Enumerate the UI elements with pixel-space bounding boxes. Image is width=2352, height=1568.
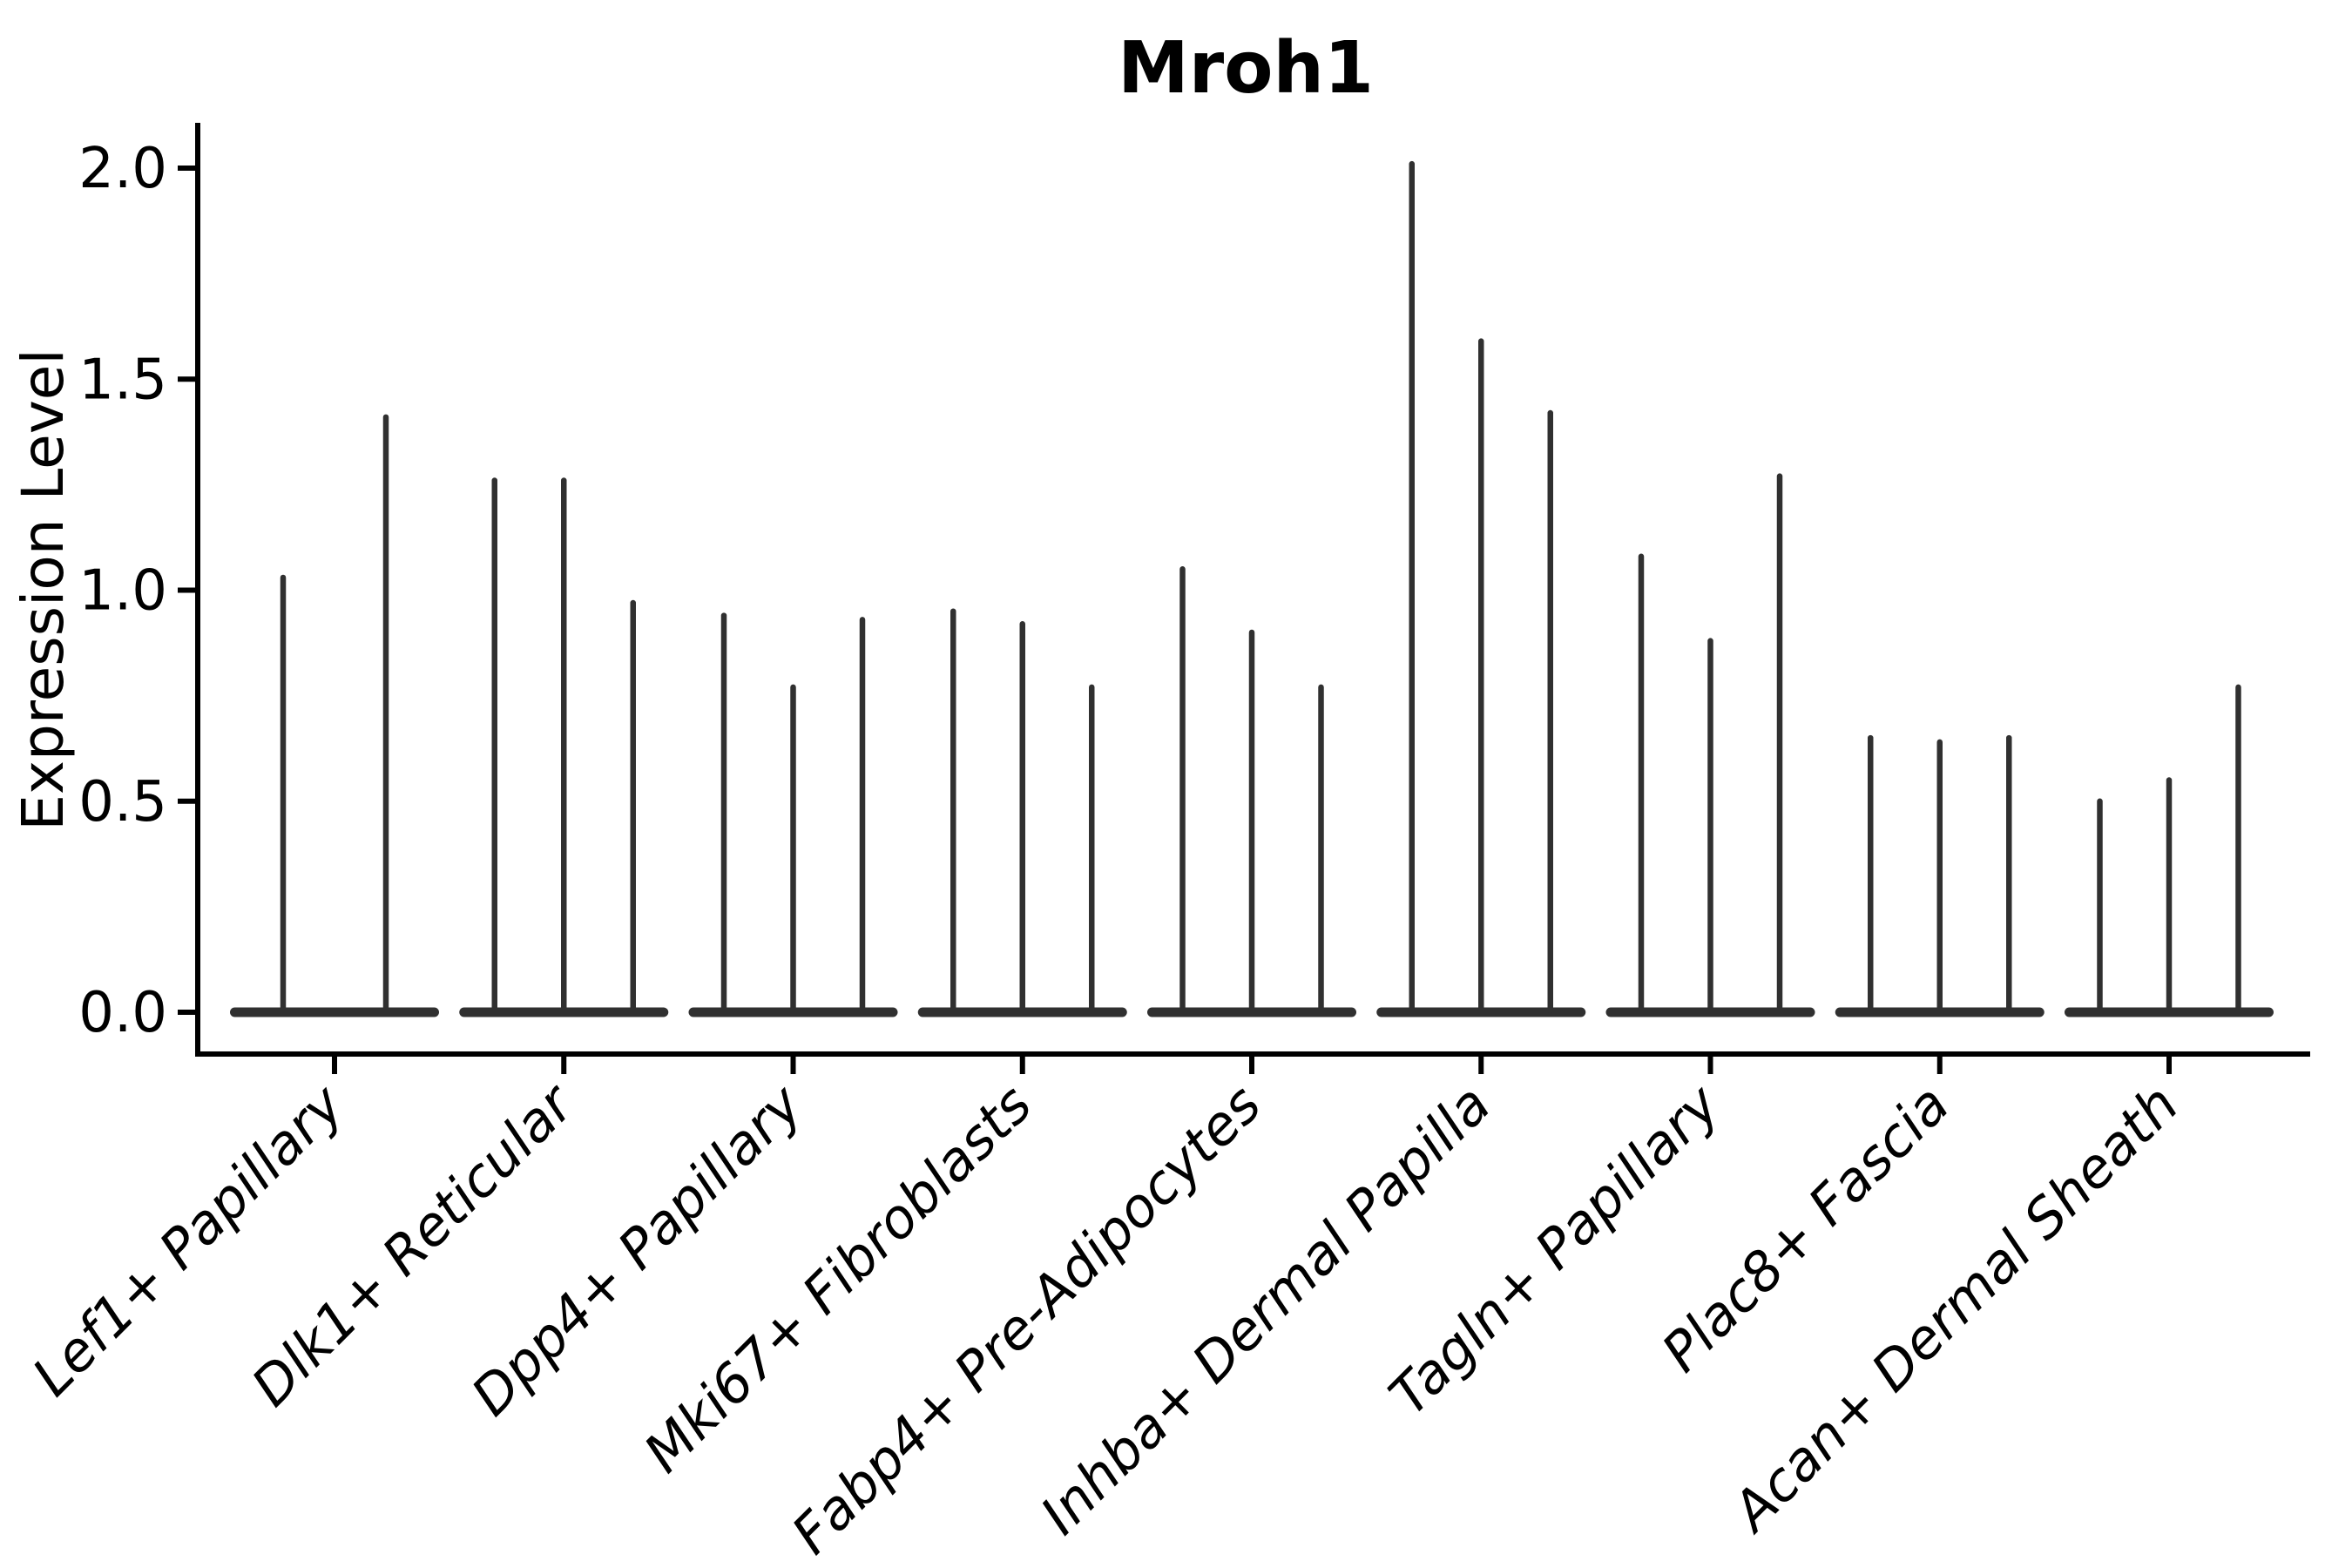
y-tick-label: 1.5 (78, 348, 167, 412)
y-tick-label: 0.0 (78, 981, 167, 1045)
x-tick-label: Inhba+ Dermal Papilla (1028, 1072, 1502, 1546)
violin-base (230, 1007, 439, 1017)
chart-title: Mroh1 (1118, 27, 1374, 110)
x-tick-label: Fabp4+ Pre-Adipocytes (780, 1072, 1274, 1566)
x-tick-label: Mki67+ Fibroblasts (632, 1072, 1044, 1484)
y-tick-label: 0.5 (78, 770, 167, 835)
y-axis-label: Expression Level (10, 348, 77, 830)
y-tick-label: 2.0 (78, 137, 167, 201)
y-tick-label: 1.0 (78, 559, 167, 624)
x-tick-label: Acan+ Dermal Sheath (1718, 1072, 2191, 1545)
